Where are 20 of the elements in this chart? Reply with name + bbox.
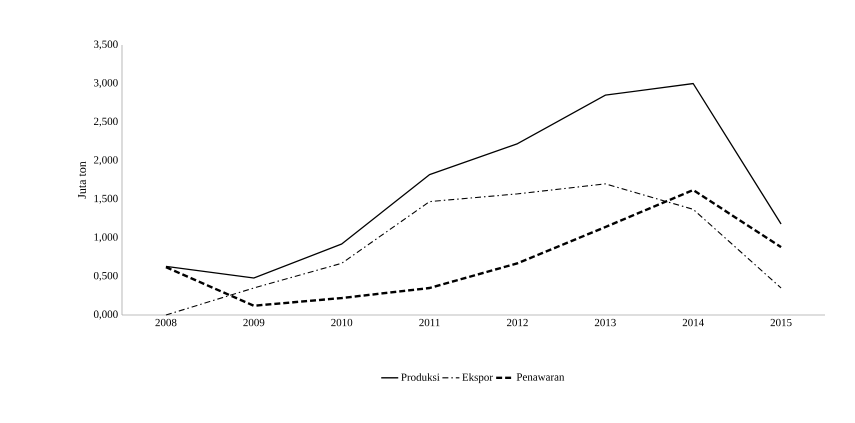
legend-label: Produksi: [401, 373, 440, 381]
y-tick-label: 2,500: [94, 118, 118, 127]
x-tick-label: 2011: [419, 318, 440, 326]
y-tick-label: 0,500: [94, 272, 118, 281]
y-tick-label: 1,500: [94, 194, 118, 204]
x-tick-label: 2009: [243, 318, 264, 326]
x-tick-label: 2013: [594, 318, 616, 326]
x-tick-label: 2008: [155, 318, 176, 326]
x-tick-label: 2010: [331, 318, 352, 326]
legend-label: Ekspor: [462, 373, 493, 384]
y-tick-label: 1,000: [94, 233, 118, 242]
legend-label: Penawaran: [516, 373, 564, 381]
y-tick-label: 0,000: [94, 310, 118, 320]
y-tick-label: 3,000: [94, 79, 118, 88]
x-tick-label: 2012: [506, 318, 528, 326]
y-tick-label: 3,500: [94, 40, 118, 50]
y-tick-label: 2,000: [94, 156, 118, 166]
x-tick-label: 2015: [770, 318, 792, 326]
y-axis-title: Juta ton: [78, 161, 86, 199]
x-tick-label: 2014: [682, 318, 704, 326]
